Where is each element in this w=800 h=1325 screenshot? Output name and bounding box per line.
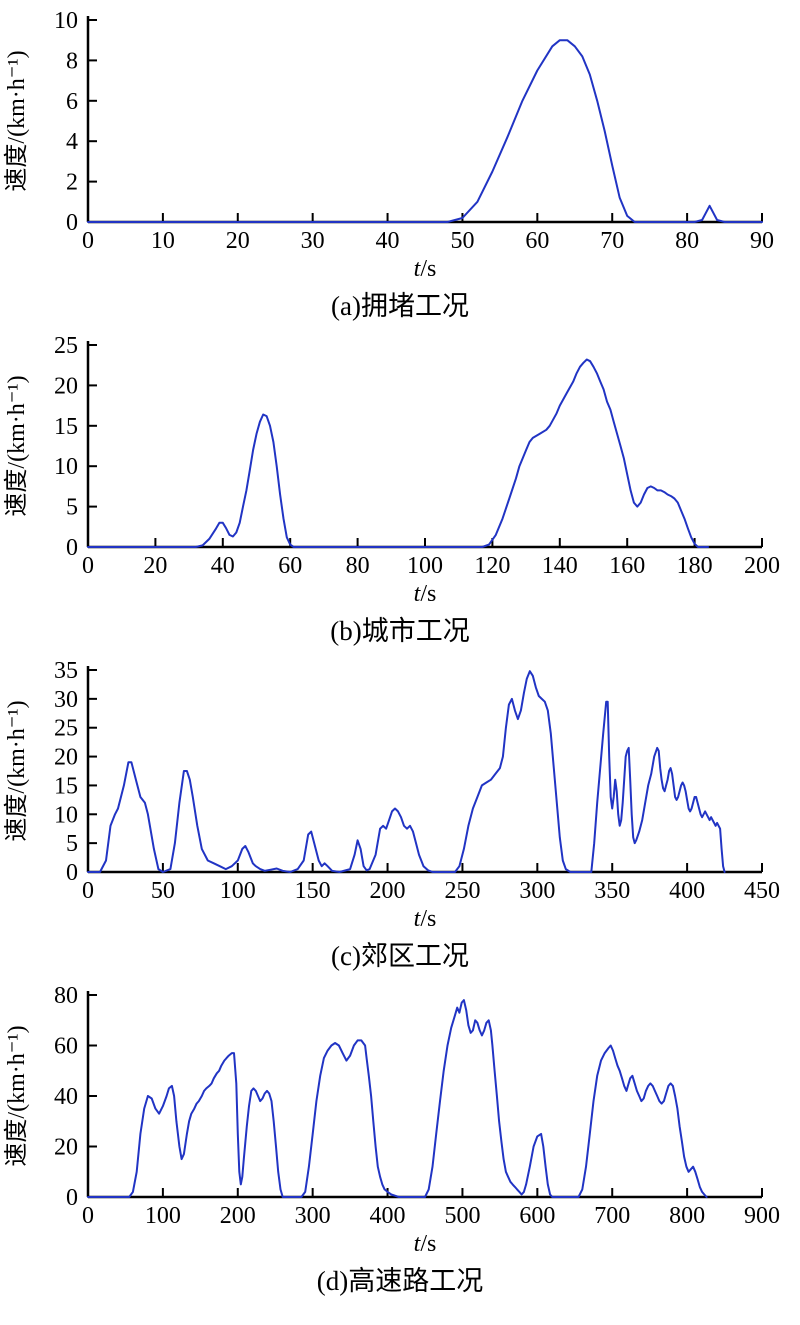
svg-text:20: 20 xyxy=(54,745,78,771)
svg-text:10: 10 xyxy=(54,454,78,480)
svg-text:800: 800 xyxy=(669,1203,705,1229)
svg-text:25: 25 xyxy=(54,716,78,742)
svg-text:70: 70 xyxy=(600,228,624,254)
svg-text:160: 160 xyxy=(609,553,645,579)
svg-text:180: 180 xyxy=(677,553,713,579)
svg-text:速度/(km·h⁻¹): 速度/(km·h⁻¹) xyxy=(3,700,30,841)
svg-text:20: 20 xyxy=(54,1135,78,1161)
figure-page: 0 10 20 30 40 50 60 70 80 90 0 2 4 6 8 10 t/s 速度/(km·h⁻¹)… xyxy=(0,8,800,1298)
chart-caption-d: (d)高速路工况 xyxy=(316,1266,484,1296)
chart-panel-a: 0 10 20 30 40 50 60 70 80 90 0 2 4 6 8 10 t/s 速度/(km·h⁻¹)… xyxy=(0,8,800,323)
svg-text:200: 200 xyxy=(370,878,406,904)
svg-text:8: 8 xyxy=(66,48,78,74)
svg-text:60: 60 xyxy=(278,553,302,579)
svg-text:0: 0 xyxy=(66,1185,78,1211)
svg-text:25: 25 xyxy=(54,333,78,359)
line-chart-congested: 0 10 20 30 40 50 60 70 80 90 0 2 4 6 8 10 t/s 速度/(km·h⁻¹) xyxy=(3,8,774,282)
svg-text:90: 90 xyxy=(750,228,774,254)
svg-text:250: 250 xyxy=(444,878,480,904)
chart-caption-c: (c)郊区工况 xyxy=(331,941,469,971)
svg-text:700: 700 xyxy=(594,1203,630,1229)
svg-text:300: 300 xyxy=(519,878,555,904)
svg-text:350: 350 xyxy=(594,878,630,904)
svg-text:900: 900 xyxy=(744,1203,780,1229)
svg-text:150: 150 xyxy=(295,878,331,904)
chart-panel-d: 0 100 200 300 400 500 600 700 800 900 0 20 40 60 80 t/s… xyxy=(0,983,800,1298)
svg-text:35: 35 xyxy=(54,658,78,684)
svg-text:120: 120 xyxy=(474,553,510,579)
svg-text:200: 200 xyxy=(220,1203,256,1229)
svg-text:60: 60 xyxy=(525,228,549,254)
chart-panel-b: 0 20 40 60 80 100 120 140 160 180 200 0 5 10 15 20 25 t/s… xyxy=(0,333,800,648)
svg-text:600: 600 xyxy=(519,1203,555,1229)
svg-text:6: 6 xyxy=(66,89,78,115)
svg-text:0: 0 xyxy=(82,228,94,254)
chart-panel-c: 0 50 100 150 200 250 300 350 400 450 0 5 10 15 20 25 30 3… xyxy=(0,658,800,973)
svg-text:300: 300 xyxy=(295,1203,331,1229)
chart-caption-b: (b)城市工况 xyxy=(330,616,470,646)
svg-text:5: 5 xyxy=(66,495,78,521)
svg-text:20: 20 xyxy=(54,373,78,399)
svg-text:速度/(km·h⁻¹): 速度/(km·h⁻¹) xyxy=(3,1025,30,1166)
svg-text:10: 10 xyxy=(151,228,175,254)
svg-text:60: 60 xyxy=(54,1034,78,1060)
line-chart-suburban: 0 50 100 150 200 250 300 350 400 4500510152025303… xyxy=(3,658,780,932)
svg-text:40: 40 xyxy=(54,1084,78,1110)
svg-text:140: 140 xyxy=(542,553,578,579)
svg-text:450: 450 xyxy=(744,878,780,904)
svg-text:t/s: t/s xyxy=(414,581,437,607)
svg-text:t/s: t/s xyxy=(414,1231,437,1257)
svg-text:10: 10 xyxy=(54,8,78,34)
svg-text:80: 80 xyxy=(675,228,699,254)
svg-text:50: 50 xyxy=(450,228,474,254)
svg-text:0: 0 xyxy=(82,878,94,904)
svg-text:20: 20 xyxy=(143,553,167,579)
svg-text:0: 0 xyxy=(66,860,78,886)
svg-text:0: 0 xyxy=(82,1203,94,1229)
svg-text:40: 40 xyxy=(376,228,400,254)
svg-text:10: 10 xyxy=(54,802,78,828)
svg-text:2: 2 xyxy=(66,170,78,196)
svg-text:速度/(km·h⁻¹): 速度/(km·h⁻¹) xyxy=(3,50,30,191)
svg-text:4: 4 xyxy=(66,129,78,155)
line-chart-urban: 0 20 40 60 80 100 120 140 160 180 200 0 5 10 15 20 25 t/s… xyxy=(3,333,780,607)
svg-text:15: 15 xyxy=(54,773,78,799)
svg-text:0: 0 xyxy=(66,210,78,236)
svg-text:500: 500 xyxy=(444,1203,480,1229)
svg-text:400: 400 xyxy=(669,878,705,904)
svg-text:40: 40 xyxy=(211,553,235,579)
svg-text:80: 80 xyxy=(54,983,78,1009)
svg-text:100: 100 xyxy=(407,553,443,579)
svg-text:0: 0 xyxy=(82,553,94,579)
svg-text:5: 5 xyxy=(66,831,78,857)
svg-text:100: 100 xyxy=(145,1203,181,1229)
svg-text:t/s: t/s xyxy=(414,256,437,282)
svg-text:t/s: t/s xyxy=(414,906,437,932)
svg-text:30: 30 xyxy=(301,228,325,254)
svg-text:20: 20 xyxy=(226,228,250,254)
svg-text:200: 200 xyxy=(744,553,780,579)
svg-text:速度/(km·h⁻¹): 速度/(km·h⁻¹) xyxy=(3,375,30,516)
svg-text:30: 30 xyxy=(54,687,78,713)
line-chart-highway: 0 100 200 300 400 500 600 700 800 900 0 20 40 60 80 t/s… xyxy=(3,983,780,1257)
svg-text:15: 15 xyxy=(54,414,78,440)
svg-text:50: 50 xyxy=(151,878,175,904)
chart-caption-a: (a)拥堵工况 xyxy=(331,291,469,321)
svg-text:0: 0 xyxy=(66,535,78,561)
svg-text:80: 80 xyxy=(346,553,370,579)
svg-text:100: 100 xyxy=(220,878,256,904)
svg-text:400: 400 xyxy=(370,1203,406,1229)
